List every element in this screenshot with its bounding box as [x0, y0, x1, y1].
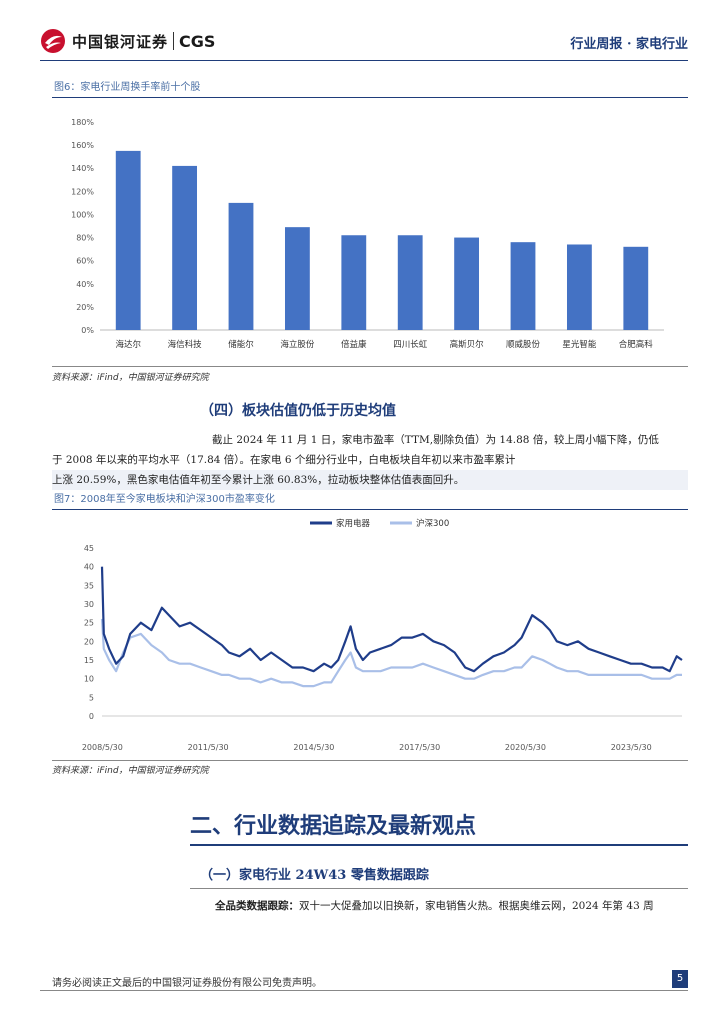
section2-para-bold: 全品类数据跟踪： [215, 900, 299, 912]
section4-heading: （四）板块估值仍低于历史均值 [200, 400, 396, 420]
brand-separator [173, 32, 174, 50]
figure7-bottom-rule [52, 760, 688, 761]
figure6-title-rule [52, 97, 688, 98]
section4-paragraph-3: 上涨 20.59%，黑色家电估值年初至今累计上涨 60.83%，拉动板块整体估值… [52, 470, 688, 490]
y-tick-label: 45 [84, 544, 94, 553]
y-tick-label: 100% [71, 210, 94, 219]
bar [229, 203, 254, 330]
legend-label-appliance: 家用电器 [336, 518, 371, 529]
figure7-title-text: 图7：2008年至今家电板块和沪深300市盈率变化 [54, 494, 275, 505]
galaxy-logo-icon [40, 28, 66, 54]
x-tick-label: 2023/5/30 [611, 743, 652, 752]
x-category-label: 合肥高科 [619, 339, 654, 350]
figure7-title-rule [52, 509, 688, 510]
x-category-label: 高斯贝尔 [450, 339, 485, 350]
brand-name-cn: 中国银河证券 [72, 31, 168, 52]
bar [341, 235, 366, 330]
section4-line3: 上涨 20.59%，黑色家电估值年初至今累计上涨 60.83%，拉动板块整体估值… [52, 470, 688, 490]
section2-para-text: 双十一大促叠加以旧换新，家电销售火热。根据奥维云网，2024 年第 43 周 [299, 900, 654, 912]
series-line-appliance [102, 567, 682, 672]
figure6-bottom-rule [52, 366, 688, 367]
section2-title: 二、行业数据追踪及最新观点 [190, 808, 476, 840]
x-category-label: 海立股份 [280, 339, 315, 350]
legend-label-hs300: 沪深300 [416, 518, 449, 529]
x-tick-label: 2020/5/30 [505, 743, 546, 752]
x-tick-label: 2008/5/30 [82, 743, 123, 752]
y-tick-label: 0 [89, 712, 94, 721]
y-tick-label: 40% [76, 280, 94, 289]
x-category-label: 海信科技 [168, 339, 203, 350]
x-category-label: 海达尔 [115, 339, 141, 350]
x-tick-label: 2017/5/30 [399, 743, 440, 752]
bar [623, 247, 648, 330]
x-tick-label: 2014/5/30 [293, 743, 334, 752]
y-tick-label: 30 [84, 600, 94, 609]
section4-line1: 截止 2024 年 11 月 1 日，家电市盈率（TTM,剔除负值）为 14.8… [52, 430, 688, 450]
y-tick-label: 35 [84, 581, 94, 590]
y-tick-label: 20% [76, 303, 94, 312]
y-tick-label: 140% [71, 164, 94, 173]
report-type: 行业周报 · 家电行业 [570, 33, 688, 52]
series-line-hs300 [102, 619, 682, 686]
pe-line-chart: 家用电器 沪深300 0 5 10 15 20 25 30 35 40 45 2008/5/30 2011… [52, 512, 688, 758]
page-header: 中国银河证券 CGS 行业周报 · 家电行业 [0, 0, 724, 62]
y-tick-label: 20 [84, 637, 94, 646]
y-tick-label: 40 [84, 563, 94, 572]
y-tick-label: 60% [76, 257, 94, 266]
figure7-title: 图7：2008年至今家电板块和沪深300市盈率变化 [52, 492, 275, 508]
brand-logo: 中国银河证券 CGS [40, 28, 215, 54]
y-tick-label: 10 [84, 675, 94, 684]
header-divider [40, 60, 688, 61]
footer-disclaimer: 请务必阅读正文最后的中国银河证券股份有限公司免责声明。 [52, 974, 322, 989]
figure7-source: 资料来源：iFind，中国银河证券研究院 [52, 763, 209, 776]
section2-rule [190, 844, 688, 846]
y-tick-label: 0% [81, 326, 94, 335]
section4-paragraph-2: 于 2008 年以来的平均水平（17.84 倍）。在家电 6 个细分行业中，白电… [52, 450, 688, 470]
x-category-label: 四川长虹 [393, 339, 428, 350]
x-category-label: 星光智能 [562, 339, 597, 350]
y-tick-label: 80% [76, 234, 94, 243]
y-tick-label: 15 [84, 656, 94, 665]
figure6-source: 资料来源：iFind，中国银河证券研究院 [52, 370, 209, 383]
section4-paragraph: 截止 2024 年 11 月 1 日，家电市盈率（TTM,剔除负值）为 14.8… [52, 430, 688, 450]
bar [285, 227, 310, 330]
brand-name-en: CGS [179, 32, 215, 51]
bar [172, 166, 197, 330]
x-category-label: 储能尔 [228, 339, 254, 350]
y-tick-label: 160% [71, 141, 94, 150]
y-tick-label: 5 [89, 693, 94, 702]
section2-subheading: （一）家电行业 24W43 零售数据跟踪 [200, 864, 429, 883]
section2-sub-rule [190, 888, 688, 889]
x-category-label: 顺威股份 [506, 339, 541, 350]
bar [454, 238, 479, 330]
figure6-title-text: 图6：家电行业周换手率前十个股 [54, 82, 200, 93]
bar [567, 244, 592, 330]
page-number: 5 [672, 970, 688, 988]
figure6-title: 图6：家电行业周换手率前十个股 [52, 80, 200, 96]
x-tick-label: 2011/5/30 [188, 743, 229, 752]
bar [398, 235, 423, 330]
y-tick-label: 25 [84, 619, 94, 628]
bar [116, 151, 141, 330]
y-tick-label: 120% [71, 187, 94, 196]
x-category-label: 倍益康 [341, 339, 367, 350]
section4-line2: 于 2008 年以来的平均水平（17.84 倍）。在家电 6 个细分行业中，白电… [52, 450, 688, 470]
section2-paragraph: 全品类数据跟踪：双十一大促叠加以旧换新，家电销售火热。根据奥维云网，2024 年… [215, 896, 688, 916]
y-tick-label: 180% [71, 118, 94, 127]
bar [511, 242, 536, 330]
turnover-bar-chart: 0% 20% 40% 60% 80% 100% 120% 140% 160% 180% 海达尔 海信科… [52, 104, 688, 360]
footer-divider [40, 990, 688, 991]
